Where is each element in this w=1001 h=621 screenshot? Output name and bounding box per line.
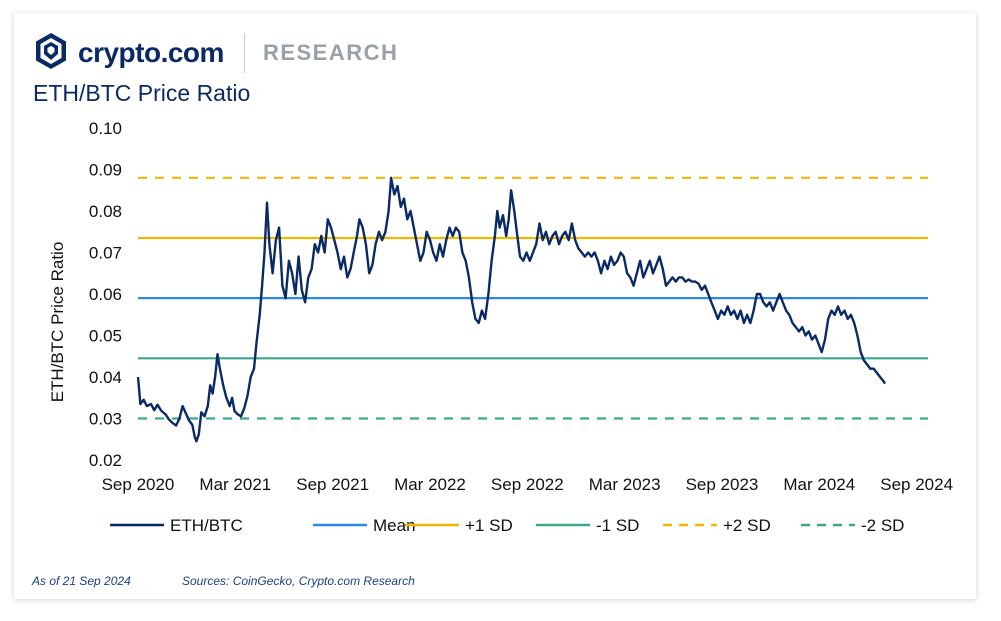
series-line-eth-btc — [136, 176, 887, 443]
x-tick-label: Mar 2022 — [394, 475, 466, 494]
x-tick-labels: Sep 2020 Mar 2021 Sep 2021 Mar 2022 Sep 2022… — [102, 475, 953, 494]
legend-label: +1 SD — [465, 516, 513, 535]
brand-name: crypto.com — [78, 37, 224, 68]
footer-as-of: As of 21 Sep 2024 — [32, 574, 131, 588]
legend-label: -1 SD — [596, 516, 639, 535]
y-tick-labels: 0.02 0.03 0.04 0.05 0.06 0.07 0.08 0.09 0.10 — [89, 119, 122, 470]
chart-card — [14, 13, 976, 599]
legend: ETH/BTC Mean +1 SD -1 SD +2 SD -2 SD — [110, 516, 904, 535]
y-tick-label: 0.03 — [89, 410, 122, 429]
x-tick-label: Sep 2023 — [686, 475, 759, 494]
reference-lines — [138, 176, 928, 420]
series-lines — [136, 176, 887, 443]
legend-label: +2 SD — [723, 516, 771, 535]
y-tick-label: 0.09 — [89, 161, 122, 180]
y-tick-label: 0.06 — [89, 285, 122, 304]
legend-label: Mean — [373, 516, 416, 535]
chart-title: ETH/BTC Price Ratio — [33, 80, 251, 106]
y-tick-label: 0.05 — [89, 327, 122, 346]
x-tick-label: Mar 2021 — [199, 475, 271, 494]
crypto-com-lion-shield-icon — [34, 32, 68, 75]
x-tick-label: Sep 2020 — [102, 475, 175, 494]
y-tick-label: 0.07 — [89, 244, 122, 263]
legend-label: ETH/BTC — [170, 516, 243, 535]
y-tick-label: 0.02 — [89, 451, 122, 470]
x-tick-label: Sep 2021 — [296, 475, 369, 494]
x-tick-label: Sep 2024 — [880, 475, 953, 494]
legend-label: -2 SD — [861, 516, 904, 535]
x-tick-label: Mar 2024 — [783, 475, 855, 494]
brand-section: RESEARCH — [262, 40, 399, 65]
footer-sources: Sources: CoinGecko, Crypto.com Research — [182, 574, 415, 588]
x-tick-label: Mar 2023 — [589, 475, 661, 494]
x-tick-label: Sep 2022 — [491, 475, 564, 494]
y-tick-label: 0.08 — [89, 202, 122, 221]
brand-divider — [243, 33, 245, 73]
y-tick-label: 0.10 — [89, 119, 122, 138]
y-axis-title: ETH/BTC Price Ratio — [48, 242, 67, 403]
brand-header: crypto.com RESEARCH — [34, 31, 398, 75]
y-tick-label: 0.04 — [89, 368, 122, 387]
